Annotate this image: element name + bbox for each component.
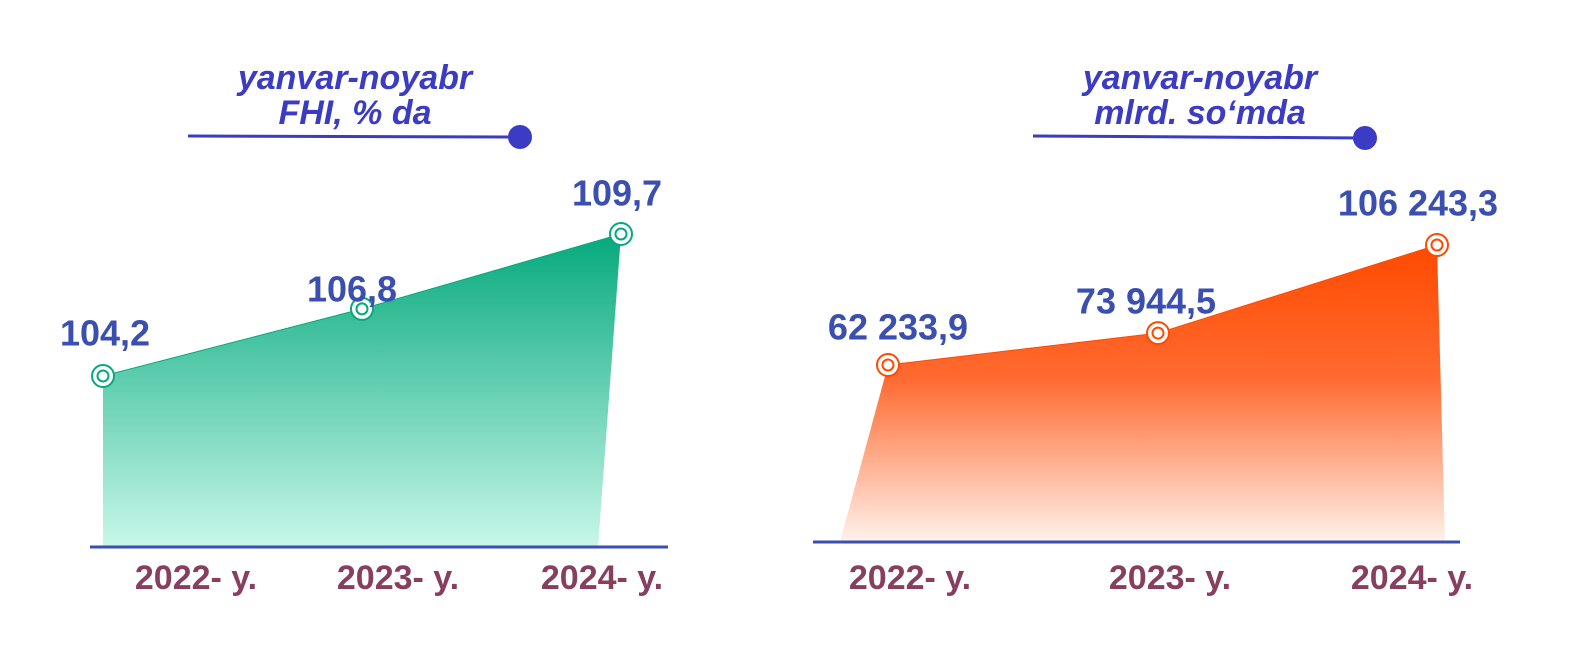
chart-subtitle: mlrd. so‘mda (1094, 94, 1306, 132)
point-inner (1151, 326, 1165, 340)
right-header: yanvar-noyabr mlrd. so‘mda (1032, 59, 1377, 150)
value-label: 104,2 (60, 313, 150, 354)
area-fill (103, 234, 621, 547)
point (350, 296, 374, 321)
value-label: 73 944,5 (1076, 281, 1216, 322)
chart-title: yanvar-noyabr (236, 59, 474, 97)
x-tick-label: 2024- y. (1351, 559, 1473, 597)
chart-title: yanvar-noyabr (1081, 59, 1319, 97)
point-inner (881, 358, 895, 372)
point (876, 353, 900, 377)
value-label: 62 233,9 (828, 307, 968, 348)
title-dot (508, 125, 532, 149)
value-label: 109,7 (572, 173, 662, 214)
point-inner (1430, 238, 1444, 252)
x-tick-label: 2024- y. (541, 559, 663, 597)
chart-subtitle: FHI, % da (278, 94, 431, 132)
area-fill (840, 245, 1445, 542)
left-header: yanvar-noyabr FHI, % da (187, 59, 532, 149)
value-label: 106 243,3 (1338, 183, 1498, 224)
x-tick-label: 2022- y. (849, 559, 971, 597)
value-label: 106,8 (307, 269, 397, 310)
x-tick-label: 2022- y. (135, 559, 257, 597)
point (1425, 233, 1449, 257)
point-inner (355, 302, 369, 316)
x-tick-label: 2023- y. (1109, 559, 1231, 597)
point (1146, 321, 1170, 346)
point (609, 222, 633, 246)
title-rule (187, 134, 519, 139)
title-rule (1032, 134, 1364, 140)
point-inner (614, 227, 628, 241)
point (91, 364, 115, 388)
x-tick-label: 2023- y. (337, 559, 459, 597)
point-inner (96, 369, 110, 383)
title-dot (1353, 126, 1377, 150)
